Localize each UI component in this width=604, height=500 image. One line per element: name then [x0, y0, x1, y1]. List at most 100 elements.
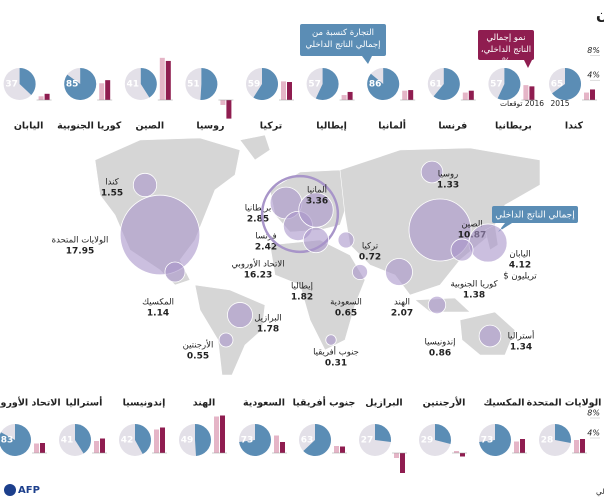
trade-wedge — [75, 424, 91, 454]
growth-bar — [468, 90, 474, 100]
growth-bar — [394, 453, 399, 458]
growth-bar — [165, 60, 171, 100]
trade-value: 29 — [421, 436, 434, 446]
country-label: الأرجنتين — [423, 397, 466, 409]
trade-label: التجارة كنسبة من إجمالي الناتج الداخلي — [305, 28, 381, 50]
country-label: الولايات المتحدة — [527, 398, 602, 409]
map-country: جنوب أفريقيا — [313, 346, 359, 358]
country-label: ألمانيا — [378, 119, 406, 132]
growth-bar — [514, 441, 519, 453]
logo: AFP — [18, 485, 40, 496]
map-value: 3.36 — [306, 197, 328, 207]
trade-value: 57 — [490, 80, 503, 90]
map-country: روسيا — [438, 170, 459, 180]
trade-value: 49 — [181, 436, 194, 446]
gdp-bubble — [450, 238, 474, 262]
map-value: 17.95 — [66, 247, 94, 257]
map-value: 0.65 — [335, 309, 357, 319]
gdp-bubble — [352, 264, 368, 280]
growth-bar — [34, 443, 39, 453]
trade-value: 63 — [301, 436, 314, 446]
growth-bar — [408, 90, 414, 100]
country-label: أستراليا — [66, 396, 103, 409]
trade-value: 28 — [541, 436, 554, 446]
trade-wedge — [140, 68, 157, 98]
gdp-unit: تريليون $ — [503, 272, 537, 282]
gdp-bubble — [325, 334, 337, 346]
trade-wedge — [195, 424, 211, 456]
map-value: 1.34 — [510, 343, 532, 353]
tick-label: 4% — [587, 71, 600, 80]
trade-callout — [300, 24, 386, 56]
gdp-bubble — [468, 223, 508, 263]
trade-value: 37 — [5, 80, 18, 90]
map-country: إندونيسيا — [425, 338, 456, 348]
map-country: كوريا الجنوبية — [450, 280, 498, 290]
trade-value: 57 — [308, 80, 321, 90]
tick-label: 4% — [587, 429, 600, 438]
country-label: جنوب أفريقيا — [293, 396, 356, 409]
growth-bar — [154, 429, 159, 453]
growth-bar — [220, 415, 225, 453]
trade-wedge — [479, 424, 511, 456]
map-country: البرازيل — [254, 314, 281, 324]
tick-label: 8% — [587, 409, 600, 418]
growth-bar — [280, 442, 285, 453]
trade-wedge — [303, 424, 331, 456]
gdp-bubble — [227, 302, 253, 328]
map-country: أستراليا — [508, 330, 535, 342]
trade-wedge — [367, 68, 400, 100]
trade-wedge — [135, 424, 151, 455]
growth-bar — [105, 80, 111, 100]
trade-wedge — [200, 68, 218, 100]
growth-callout — [478, 30, 534, 60]
year-legend: 2015 — [550, 99, 569, 108]
callout-pointer — [362, 56, 372, 64]
gdp-bubble — [478, 324, 502, 348]
map-value: 2.42 — [255, 243, 277, 253]
country-label: روسيا — [196, 121, 224, 132]
trade-value: 65 — [551, 80, 564, 90]
gdp-bubble — [385, 258, 413, 286]
growth-bar — [44, 93, 50, 100]
trade-wedge — [433, 68, 460, 101]
growth-bar — [99, 83, 105, 100]
country-label: إيطاليا — [316, 121, 347, 132]
map-country: الصين — [461, 220, 482, 230]
map-value: 16.23 — [244, 271, 272, 281]
map-country: ألمانيا — [307, 184, 327, 196]
map-value: 1.33 — [437, 181, 459, 191]
growth-bar — [214, 416, 219, 453]
map-country: الهند — [394, 298, 410, 308]
growth-bar — [226, 100, 232, 119]
growth-bar — [402, 90, 408, 100]
tick-label: 8% — [587, 46, 600, 55]
country-label: البرازيل — [365, 398, 402, 409]
trade-value: 73 — [241, 436, 254, 446]
map-value: 0.86 — [429, 349, 451, 359]
map-value: 4.12 — [509, 261, 531, 271]
gdp-bubble — [132, 172, 158, 198]
map-value: 1.78 — [257, 325, 279, 335]
country-label: كندا — [565, 121, 584, 132]
gdp-bubble — [427, 295, 447, 315]
gdp-bubble — [260, 174, 340, 254]
growth-bar — [454, 451, 459, 453]
growth-bar — [281, 81, 286, 100]
africa — [269, 239, 366, 351]
map-country: اليابان — [509, 250, 530, 260]
country-label: بريطانيا — [495, 121, 532, 132]
trade-wedge — [253, 68, 278, 100]
growth-bar — [400, 453, 405, 473]
trade-value: 41 — [127, 80, 140, 90]
map-value: 0.31 — [325, 359, 347, 369]
source: المصدر: البنك الدولي، صندوق النقد الدولي — [596, 487, 604, 496]
gdp-bubble — [337, 231, 355, 249]
trade-value: 59 — [248, 80, 261, 90]
map-country: الولايات المتحدة — [52, 236, 109, 246]
gdp-bubble — [302, 226, 330, 254]
country-label: إندونيسيا — [123, 398, 166, 409]
greenland — [239, 134, 271, 161]
trade-wedge — [375, 424, 391, 443]
map-country: بريطانيا — [245, 204, 272, 214]
